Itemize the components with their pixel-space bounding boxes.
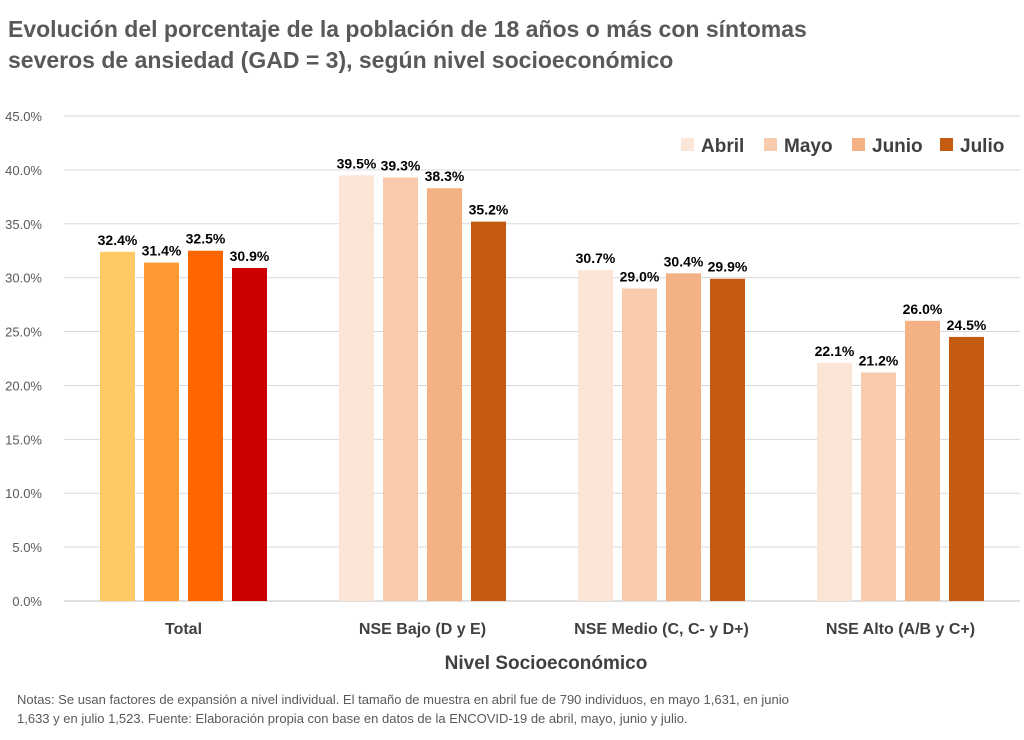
data-label: 22.1% [815, 343, 855, 359]
data-label: 24.5% [947, 317, 987, 333]
y-tick-label: 15.0% [5, 432, 42, 447]
bar [578, 270, 613, 601]
y-axis-ticks: 0.0% 5.0% 10.0% 15.0% 20.0% 25.0% 30.0% 35.0% 40… [5, 109, 42, 609]
data-label: 30.7% [576, 250, 616, 266]
data-label: 21.2% [859, 353, 899, 369]
y-tick-label: 10.0% [5, 486, 42, 501]
y-tick-label: 45.0% [5, 109, 42, 124]
bar [427, 188, 462, 601]
y-tick-label: 30.0% [5, 271, 42, 286]
bar [144, 262, 179, 601]
chart-notes: Notas: Se usan factores de expansión a n… [17, 690, 1007, 728]
data-label: 30.9% [230, 248, 270, 264]
data-label: 38.3% [425, 168, 465, 184]
y-tick-label: 25.0% [5, 325, 42, 340]
legend: Abril Mayo Junio Julio [681, 136, 1004, 157]
data-label: 30.4% [664, 253, 704, 269]
legend-entry: Mayo [784, 136, 833, 157]
legend-entry: Julio [960, 136, 1004, 157]
data-label: 31.4% [142, 243, 182, 259]
x-category-label: NSE Medio (C, C- y D+) [574, 621, 749, 638]
bar [666, 273, 701, 601]
chart-title-line-2: severos de ansiedad (GAD = 3), según niv… [8, 47, 674, 73]
bar [861, 372, 896, 601]
notes-line-2: 1,633 y en julio 1,523. Fuente: Elaborac… [17, 711, 688, 726]
data-label: 29.9% [708, 259, 748, 275]
y-tick-label: 35.0% [5, 217, 42, 232]
bar [710, 278, 745, 601]
legend-swatch [681, 138, 694, 151]
bar [905, 320, 940, 601]
chart-title-line-1: Evolución del porcentaje de la población… [8, 16, 807, 42]
data-label: 26.0% [903, 301, 943, 317]
bar [622, 288, 657, 601]
bars [100, 175, 984, 602]
y-tick-label: 5.0% [12, 540, 42, 555]
x-axis-categories: Total NSE Bajo (D y E) NSE Medio (C, C- y … [165, 621, 975, 638]
data-label: 35.2% [469, 202, 509, 218]
bar [232, 267, 267, 601]
y-tick-label: 20.0% [5, 378, 42, 393]
x-axis-title: Nivel Socioeconómico [445, 653, 648, 674]
legend-swatch [764, 138, 777, 151]
notes-line-1: Notas: Se usan factores de expansión a n… [17, 692, 789, 707]
y-tick-label: 40.0% [5, 163, 42, 178]
x-category-label: NSE Alto (A/B y C+) [826, 621, 975, 638]
x-category-label: Total [165, 621, 202, 638]
data-label: 32.5% [186, 231, 226, 247]
data-label: 29.0% [620, 268, 660, 284]
legend-entry: Junio [872, 136, 923, 157]
bar [100, 251, 135, 602]
bar [339, 175, 374, 601]
bar [471, 221, 506, 601]
y-tick-label: 0.0% [12, 594, 42, 609]
bar [817, 362, 852, 601]
legend-entry: Abril [701, 136, 744, 157]
legend-swatch [940, 138, 953, 151]
data-label: 39.5% [337, 155, 377, 171]
data-labels: 32.4%31.4%32.5%30.9% 39.5% 39.3%38.3% 35.2%… [98, 155, 987, 368]
legend-swatch [852, 138, 865, 151]
data-label: 32.4% [98, 232, 138, 248]
chart-title: Evolución del porcentaje de la población… [8, 14, 1008, 76]
bar [949, 336, 984, 601]
bar [188, 250, 223, 601]
bar [383, 177, 418, 601]
data-label: 39.3% [381, 157, 421, 173]
x-category-label: NSE Bajo (D y E) [359, 621, 486, 638]
gridlines [64, 115, 1020, 602]
